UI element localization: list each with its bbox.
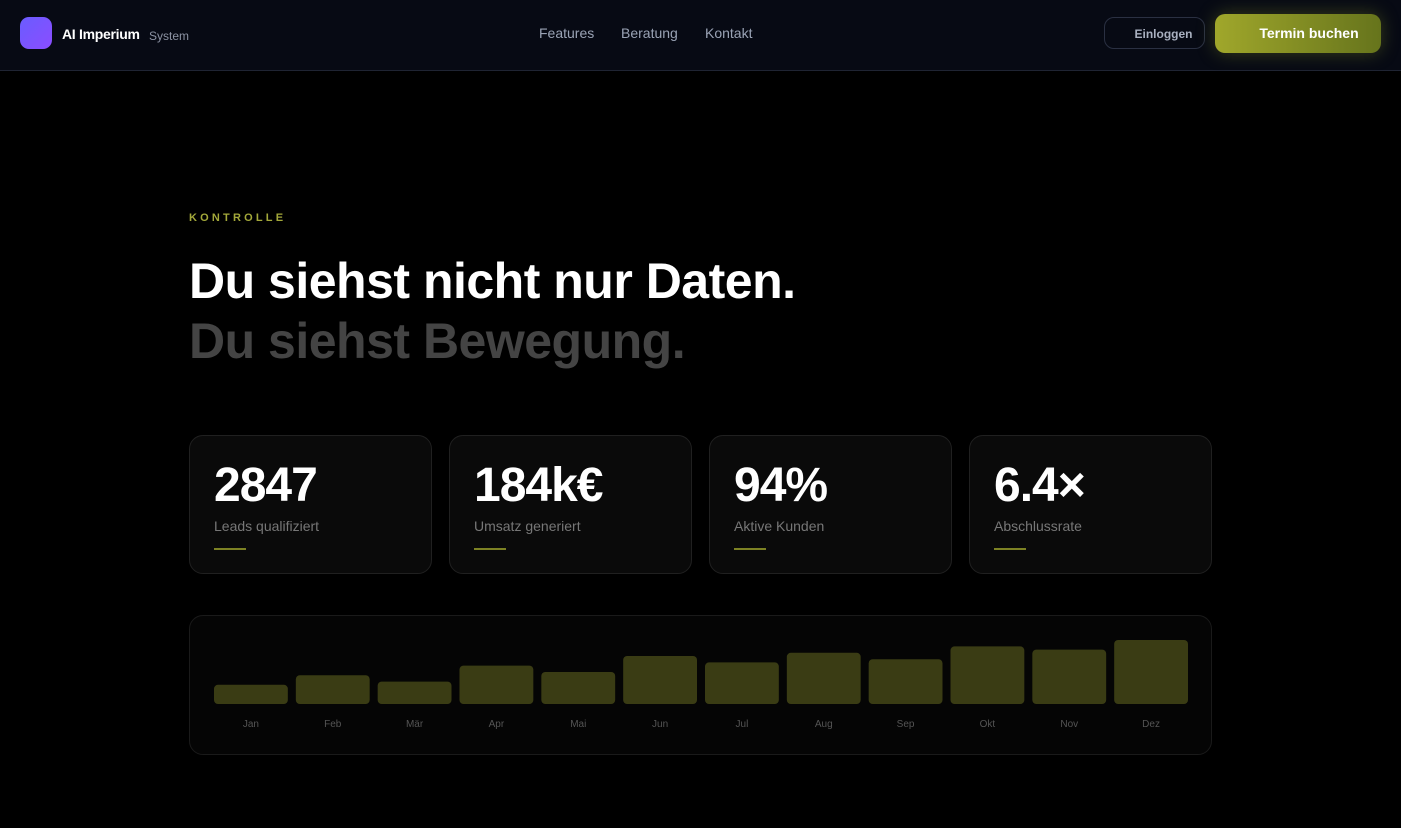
bar: [1114, 640, 1188, 704]
stat-value: 2847: [214, 459, 318, 512]
bar: [623, 656, 697, 704]
eyebrow: KONTROLLE: [189, 212, 287, 224]
stat-card: 184k€ Umsatz generiert: [449, 435, 692, 574]
brand[interactable]: AI Imperium: [62, 26, 140, 42]
x-tick-label: Jul: [736, 719, 749, 730]
bar: [377, 681, 452, 704]
stat-label: Leads qualifiziert: [214, 518, 320, 534]
x-tick-label: Okt: [980, 719, 996, 730]
stat-label: Umsatz generiert: [474, 518, 581, 534]
bar: [786, 652, 861, 704]
stat-label: Abschlussrate: [994, 518, 1082, 534]
headline: Du siehst nicht nur Daten.: [189, 253, 796, 309]
x-tick-label: Dez: [1142, 719, 1160, 730]
x-tick-label: Jun: [652, 719, 668, 730]
nav-link[interactable]: Beratung: [621, 25, 678, 41]
bar: [459, 665, 534, 704]
stat-value: 184k€: [474, 459, 603, 512]
bar: [1032, 649, 1107, 704]
logo[interactable]: [20, 17, 52, 49]
bar: [295, 675, 370, 704]
x-tick-label: Nov: [1060, 719, 1078, 730]
nav-link[interactable]: Features: [539, 25, 595, 41]
x-tick-label: Aug: [815, 719, 833, 730]
stat-underline: [474, 548, 506, 550]
nav-link[interactable]: Kontakt: [705, 25, 753, 41]
stat-underline: [214, 548, 246, 550]
bar: [950, 646, 1025, 704]
stat-label: Aktive Kunden: [734, 518, 825, 534]
stat-card: 2847 Leads qualifiziert: [189, 435, 432, 574]
bar: [868, 659, 943, 704]
headline-sub: Du siehst Bewegung.: [189, 313, 686, 369]
stat-card: 94% Aktive Kunden: [709, 435, 952, 574]
stat-value: 94%: [734, 459, 828, 512]
x-tick-label: Jan: [243, 719, 259, 730]
bar: [214, 684, 288, 704]
brand-sub: System: [149, 29, 190, 43]
stat-value: 6.4×: [994, 459, 1086, 512]
stat-underline: [734, 548, 766, 550]
bar: [705, 662, 779, 704]
header: [0, 0, 1401, 71]
x-tick-label: Apr: [489, 719, 505, 730]
stat-underline: [994, 548, 1026, 550]
cta-button[interactable]: Termin buchen: [1215, 14, 1381, 53]
x-tick-label: Mär: [406, 719, 424, 730]
stat-card: 6.4× Abschlussrate: [969, 435, 1212, 574]
x-tick-label: Mai: [570, 719, 586, 730]
x-tick-label: Sep: [897, 719, 915, 730]
x-tick-label: Feb: [324, 719, 342, 730]
bar: [541, 672, 616, 704]
login-button[interactable]: Einloggen: [1104, 17, 1205, 49]
